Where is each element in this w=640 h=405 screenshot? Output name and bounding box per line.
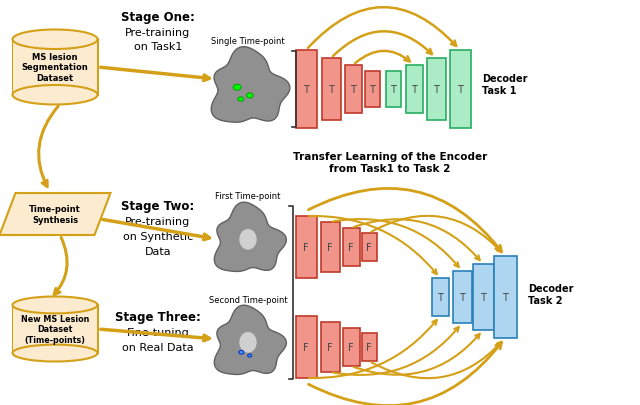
Bar — [344, 66, 362, 114]
Polygon shape — [214, 305, 286, 375]
Bar — [321, 322, 339, 372]
Text: F: F — [327, 243, 333, 252]
Ellipse shape — [13, 345, 97, 362]
Bar — [385, 72, 401, 108]
Text: T: T — [433, 85, 439, 95]
Bar — [362, 333, 376, 361]
Text: on Task1: on Task1 — [134, 42, 182, 52]
Ellipse shape — [239, 351, 244, 354]
Text: Pre-training: Pre-training — [125, 216, 191, 226]
Text: MS lesion
Segmentation
Dataset: MS lesion Segmentation Dataset — [22, 53, 88, 83]
Text: T: T — [350, 85, 356, 95]
Text: T: T — [459, 292, 465, 302]
Bar — [342, 328, 360, 366]
Polygon shape — [13, 305, 97, 353]
Text: Data: Data — [145, 246, 172, 256]
Bar — [362, 233, 376, 261]
Polygon shape — [211, 47, 290, 123]
Text: F: F — [366, 342, 372, 352]
Text: Pre-training: Pre-training — [125, 28, 191, 38]
Bar — [426, 59, 445, 121]
Text: F: F — [348, 243, 354, 252]
Bar — [296, 216, 317, 278]
Text: F: F — [303, 342, 309, 352]
Bar — [449, 51, 470, 129]
Ellipse shape — [239, 229, 257, 250]
Text: T: T — [328, 85, 334, 95]
Polygon shape — [13, 305, 97, 353]
Text: T: T — [411, 85, 417, 95]
Text: T: T — [390, 85, 396, 95]
Bar — [321, 222, 339, 272]
Text: F: F — [348, 342, 354, 352]
Polygon shape — [214, 202, 286, 272]
Bar — [452, 271, 472, 323]
Text: Fine-tuning: Fine-tuning — [127, 327, 189, 337]
Text: T: T — [437, 292, 443, 302]
Text: First Time-point: First Time-point — [215, 192, 281, 201]
Text: Stage Two:: Stage Two: — [122, 200, 195, 213]
Ellipse shape — [13, 297, 97, 313]
Text: T: T — [457, 85, 463, 95]
Ellipse shape — [239, 332, 257, 353]
Polygon shape — [0, 194, 111, 235]
Text: F: F — [303, 243, 309, 252]
Text: Time-point
Synthesis: Time-point Synthesis — [29, 205, 81, 224]
Bar — [296, 51, 317, 129]
Ellipse shape — [13, 30, 97, 50]
Polygon shape — [13, 40, 97, 96]
Ellipse shape — [246, 94, 253, 99]
Text: Single Time-point: Single Time-point — [211, 37, 285, 47]
Text: Second Time-point: Second Time-point — [209, 296, 287, 305]
Text: Transfer Learning of the Encoder
from Task1 to Task 2: Transfer Learning of the Encoder from Ta… — [293, 152, 487, 173]
Bar — [472, 264, 493, 330]
Text: on Synthetic: on Synthetic — [123, 231, 193, 241]
Text: T: T — [303, 85, 309, 95]
Text: Stage One:: Stage One: — [121, 11, 195, 24]
Text: F: F — [366, 243, 372, 252]
Bar — [365, 72, 380, 108]
Text: F: F — [327, 342, 333, 352]
Text: Stage Three:: Stage Three: — [115, 311, 201, 324]
Bar — [406, 66, 422, 114]
Text: Decoder
Task 1: Decoder Task 1 — [482, 74, 527, 96]
Ellipse shape — [248, 354, 252, 357]
Bar — [342, 228, 360, 266]
Ellipse shape — [238, 98, 244, 102]
Text: Decoder
Task 2: Decoder Task 2 — [528, 284, 573, 305]
Polygon shape — [13, 40, 97, 96]
Bar — [296, 316, 317, 378]
Text: on Real Data: on Real Data — [122, 342, 194, 352]
Text: New MS Lesion
Dataset
(Time-points): New MS Lesion Dataset (Time-points) — [21, 314, 89, 344]
Bar — [321, 59, 340, 121]
Ellipse shape — [13, 86, 97, 105]
Bar — [431, 278, 449, 316]
Ellipse shape — [233, 85, 241, 91]
Text: T: T — [480, 292, 486, 302]
Text: T: T — [502, 292, 508, 302]
Text: T: T — [369, 85, 375, 95]
Bar — [493, 256, 516, 338]
